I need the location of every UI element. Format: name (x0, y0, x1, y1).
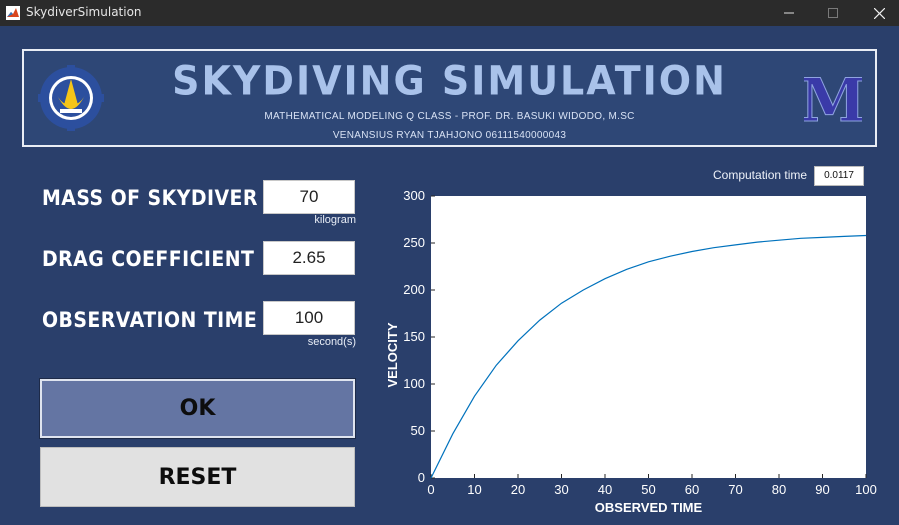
y-axis-label: VELOCITY (385, 322, 400, 387)
x-tick-label: 80 (772, 482, 786, 497)
drag-label: DRAG COEFFICIENT (42, 247, 255, 271)
maximize-button[interactable] (810, 0, 856, 26)
time-unit: second(s) (307, 336, 356, 348)
x-tick-label: 20 (511, 482, 525, 497)
computation-time-value: 0.0117 (814, 166, 864, 186)
time-input[interactable]: 100 (263, 301, 355, 335)
computation-time-label: Computation time (713, 168, 808, 182)
x-tick-label: 10 (467, 482, 481, 497)
close-button[interactable] (856, 0, 899, 26)
ok-button[interactable]: OK (39, 378, 356, 439)
y-tick-label: 100 (403, 376, 425, 391)
svg-text:M: M (804, 67, 862, 129)
mass-unit: kilogram (314, 214, 356, 226)
maximize-icon (828, 8, 838, 18)
minimize-button[interactable] (766, 0, 812, 26)
time-label: OBSERVATION TIME (42, 308, 258, 332)
y-tick-label: 0 (418, 470, 425, 485)
x-tick-label: 100 (855, 482, 877, 497)
y-tick-label: 300 (403, 188, 425, 203)
math-logo-icon: M (804, 67, 862, 129)
matlab-app-icon (6, 6, 20, 20)
minimize-icon (784, 12, 794, 14)
y-tick-label: 50 (411, 423, 425, 438)
its-logo-icon (38, 65, 104, 131)
x-tick-label: 0 (427, 482, 434, 497)
x-tick-label: 90 (815, 482, 829, 497)
velocity-line (430, 234, 867, 479)
main-panel: SKYDIVING SIMULATION MATHEMATICAL MODELI… (0, 26, 899, 525)
y-tick-label: 250 (403, 235, 425, 250)
window-titlebar: SkydiverSimulation (0, 0, 899, 26)
close-icon (873, 7, 885, 19)
app-title: SKYDIVING SIMULATION (172, 57, 727, 105)
plot-area (431, 196, 866, 478)
mass-input[interactable]: 70 (263, 180, 355, 214)
reset-button[interactable]: RESET (40, 447, 355, 507)
author-subtitle: VENANSIUS RYAN TJAHJONO 06111540000043 (332, 130, 567, 141)
mass-label: MASS OF SKYDIVER (42, 186, 258, 210)
x-tick-label: 50 (641, 482, 655, 497)
drag-input[interactable]: 2.65 (263, 241, 355, 275)
x-tick-label: 30 (554, 482, 568, 497)
x-axis-label: OBSERVED TIME (595, 500, 703, 515)
window-title: SkydiverSimulation (26, 5, 142, 19)
velocity-chart: 0 10 20 30 40 50 60 70 80 90 100 0 50 100 150 200 250 300… (385, 188, 877, 515)
x-tick-label: 60 (685, 482, 699, 497)
y-tick-label: 200 (403, 282, 425, 297)
course-subtitle: MATHEMATICAL MODELING Q CLASS - PROF. DR… (264, 111, 635, 122)
header-banner: SKYDIVING SIMULATION MATHEMATICAL MODELI… (22, 49, 877, 147)
y-tick-label: 150 (403, 329, 425, 344)
x-tick-label: 40 (598, 482, 612, 497)
x-tick-label: 70 (728, 482, 742, 497)
